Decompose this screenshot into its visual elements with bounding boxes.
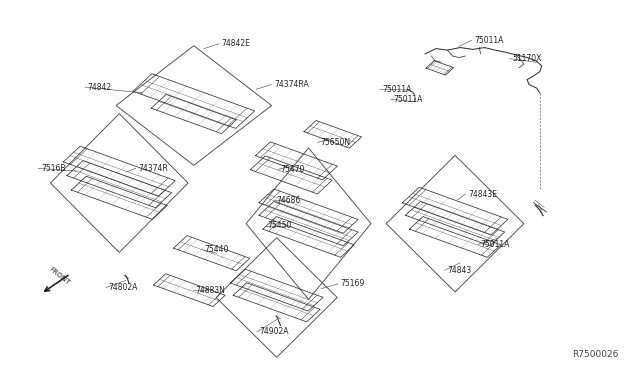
Text: 51170X: 51170X xyxy=(513,54,542,63)
Text: 75650N: 75650N xyxy=(320,138,350,147)
Text: 7516B: 7516B xyxy=(41,164,65,173)
Text: 75470: 75470 xyxy=(280,165,305,174)
Text: FRONT: FRONT xyxy=(47,266,70,286)
Text: 74686: 74686 xyxy=(276,196,301,205)
Text: 75450: 75450 xyxy=(268,221,292,230)
Text: 74883N: 74883N xyxy=(196,286,226,295)
Text: 75011A: 75011A xyxy=(474,36,504,45)
Text: 74842E: 74842E xyxy=(221,39,250,48)
Text: 74374R: 74374R xyxy=(138,164,168,173)
Text: 75011A: 75011A xyxy=(394,95,422,104)
Text: 74902A: 74902A xyxy=(259,327,289,336)
Text: 75011A: 75011A xyxy=(383,85,412,94)
Text: R7500026: R7500026 xyxy=(572,350,618,359)
Text: 75440: 75440 xyxy=(204,245,228,254)
Text: 75169: 75169 xyxy=(340,279,365,288)
Text: 74374RA: 74374RA xyxy=(274,80,309,89)
Text: 75011A: 75011A xyxy=(481,240,510,249)
Text: 74843E: 74843E xyxy=(468,190,497,199)
Text: 74842: 74842 xyxy=(88,83,111,92)
Text: 74843: 74843 xyxy=(447,266,472,275)
Text: 74802A: 74802A xyxy=(108,283,138,292)
